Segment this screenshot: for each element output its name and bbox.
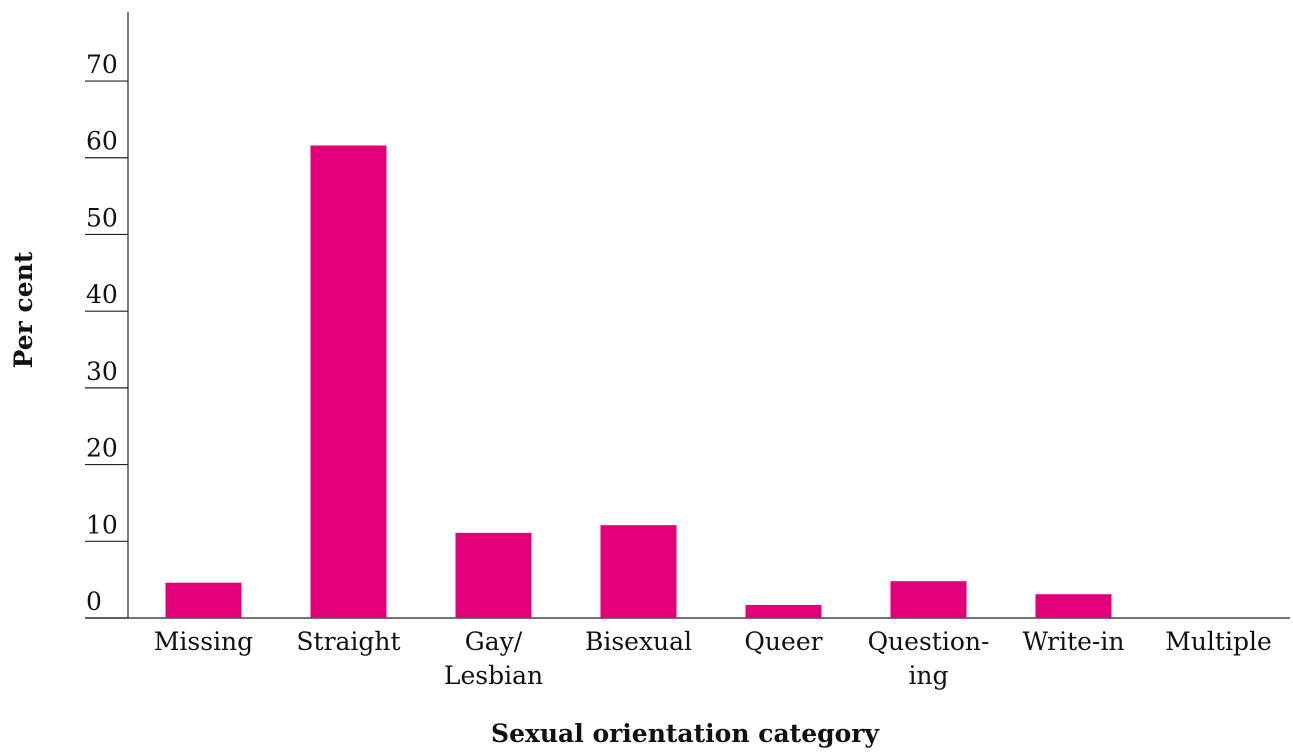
y-tick-label: 70 (86, 50, 118, 79)
x-tick-label: Straight (296, 627, 400, 656)
x-tick-label: Question-ing (868, 627, 990, 690)
y-tick-label: 10 (86, 510, 118, 539)
y-tick-label: 20 (86, 434, 118, 463)
bar (745, 604, 822, 618)
y-axis-title: Per cent (9, 251, 38, 368)
y-tick-label: 0 (86, 587, 102, 616)
bar (600, 525, 677, 618)
x-tick-label: Multiple (1165, 627, 1272, 656)
x-tick-label: Write-in (1023, 627, 1125, 656)
y-tick-label: 50 (86, 203, 118, 232)
x-tick-label: Gay/Lesbian (444, 627, 543, 690)
bar (455, 532, 532, 618)
bar (1035, 594, 1112, 618)
bar (890, 581, 967, 618)
x-tick-label: Missing (154, 627, 253, 656)
x-axis-title: Sexual orientation category (491, 719, 880, 748)
y-tick-label: 60 (86, 127, 118, 156)
bar (310, 145, 387, 618)
bar (165, 582, 242, 618)
y-tick-label: 30 (86, 357, 118, 386)
x-tick-label: Queer (744, 627, 822, 656)
x-tick-label: Bisexual (585, 627, 692, 656)
y-tick-label: 40 (86, 280, 118, 309)
